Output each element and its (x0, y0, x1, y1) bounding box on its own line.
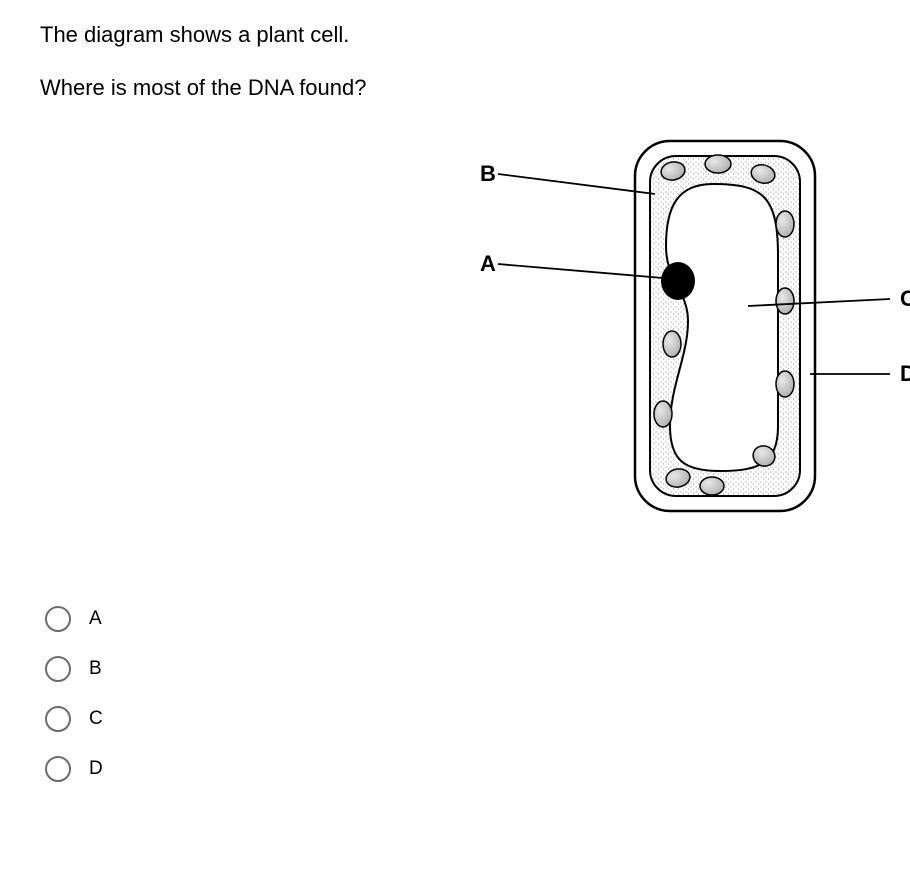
option-b[interactable]: B (45, 656, 870, 682)
chloroplast (705, 155, 731, 173)
option-label: C (89, 708, 103, 730)
option-a[interactable]: A (45, 606, 870, 632)
chloroplast (776, 288, 794, 314)
chloroplast (663, 331, 681, 357)
diagram-label-b: B (480, 161, 496, 186)
option-d[interactable]: D (45, 756, 870, 782)
option-label: A (89, 608, 102, 630)
radio-icon (45, 706, 71, 732)
plant-cell-diagram: B A C D (460, 126, 910, 526)
chloroplast (700, 477, 724, 495)
option-c[interactable]: C (45, 706, 870, 732)
options-list: A B C D (40, 606, 870, 782)
chloroplast (654, 401, 672, 427)
radio-icon (45, 756, 71, 782)
diagram-label-a: A (480, 251, 496, 276)
nucleus (661, 262, 695, 300)
question-line-1: The diagram shows a plant cell. (40, 20, 870, 51)
chloroplast (776, 371, 794, 397)
chloroplast (776, 211, 794, 237)
diagram-label-d: D (900, 361, 910, 386)
option-label: D (89, 758, 103, 780)
diagram-label-c: C (900, 286, 910, 311)
cell-diagram-container: B A C D (40, 126, 870, 546)
option-label: B (89, 658, 102, 680)
label-line-b (498, 174, 655, 194)
radio-icon (45, 656, 71, 682)
question-line-2: Where is most of the DNA found? (40, 73, 870, 104)
radio-icon (45, 606, 71, 632)
